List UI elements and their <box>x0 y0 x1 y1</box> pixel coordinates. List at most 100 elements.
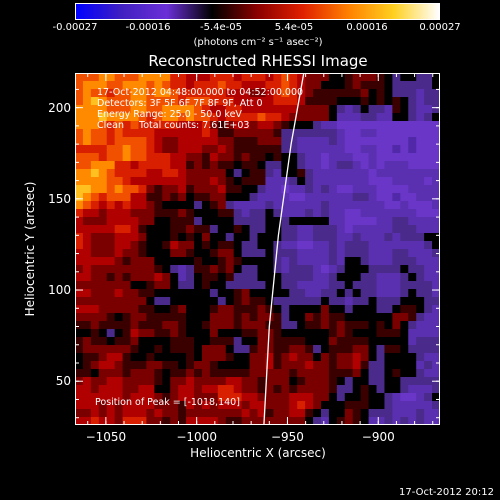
heatmap-cell <box>297 105 306 114</box>
heatmap-cell <box>392 97 401 106</box>
heatmap-cell <box>416 73 425 82</box>
heatmap-cell <box>416 193 425 202</box>
heatmap-cell <box>146 161 155 170</box>
heatmap-cell <box>265 409 274 418</box>
heatmap-cell <box>98 169 108 178</box>
heatmap-cell <box>90 401 100 410</box>
heatmap-cell <box>241 313 251 322</box>
heatmap-cell <box>241 329 251 338</box>
heatmap-cell <box>233 185 243 194</box>
heatmap-cell <box>408 145 417 154</box>
heatmap-cell <box>114 161 124 170</box>
heatmap-cell <box>328 225 338 234</box>
heatmap-cell <box>209 193 219 202</box>
heatmap-cell <box>424 209 433 218</box>
heatmap-cell <box>297 145 306 154</box>
heatmap-cell <box>209 329 219 338</box>
heatmap-cell <box>320 257 330 266</box>
heatmap-cell <box>154 177 163 186</box>
heatmap-cell <box>122 97 132 106</box>
heatmap-cell <box>320 369 330 378</box>
heatmap-cell <box>273 113 282 122</box>
heatmap-cell <box>162 337 171 346</box>
heatmap-cell <box>154 393 163 402</box>
heatmap-cell <box>320 129 330 138</box>
heatmap-cell <box>122 353 132 362</box>
heatmap-cell <box>225 377 235 386</box>
heatmap-cell <box>154 241 163 250</box>
heatmap-cell <box>194 377 203 386</box>
heatmap-cell <box>408 313 417 322</box>
heatmap-cell <box>154 369 163 378</box>
heatmap-cell <box>424 73 433 82</box>
heatmap-cell <box>416 129 425 138</box>
heatmap-cell <box>257 81 267 90</box>
heatmap-cell <box>138 137 148 146</box>
heatmap-cell <box>424 281 433 290</box>
heatmap-cell <box>154 201 163 210</box>
heatmap-cell <box>106 393 116 402</box>
heatmap-cell <box>368 113 378 122</box>
heatmap-cell <box>320 345 330 354</box>
heatmap-cell <box>98 409 108 418</box>
heatmap-cell <box>154 385 163 394</box>
heatmap-cell <box>194 153 203 162</box>
heatmap-cell <box>368 289 378 298</box>
heatmap-cell <box>146 113 155 122</box>
heatmap-cell <box>352 289 362 298</box>
heatmap-cell <box>249 329 259 338</box>
heatmap-cell <box>170 153 179 162</box>
heatmap-cell <box>98 105 108 114</box>
heatmap-cell <box>178 185 187 194</box>
heatmap-cell <box>424 289 433 298</box>
heatmap-cell <box>328 321 338 330</box>
heatmap-cell <box>249 73 259 82</box>
heatmap-cell <box>154 321 163 330</box>
heatmap-cell <box>233 169 243 178</box>
heatmap-cell <box>257 129 267 138</box>
heatmap-cell <box>209 105 219 114</box>
heatmap-cell <box>90 265 100 274</box>
heatmap-cell <box>186 201 195 210</box>
heatmap-cell <box>194 401 203 410</box>
heatmap-cell <box>416 121 425 130</box>
heatmap-cell <box>194 89 203 98</box>
heatmap-cell <box>257 73 267 82</box>
heatmap-cell <box>424 177 433 186</box>
heatmap-cell <box>257 153 267 162</box>
heatmap-cell <box>305 337 314 346</box>
heatmap-cell <box>257 345 267 354</box>
heatmap-cell <box>289 409 298 418</box>
heatmap-cell <box>384 185 393 194</box>
heatmap-cell <box>146 337 155 346</box>
heatmap-cell <box>154 81 163 90</box>
heatmap-cell <box>233 393 243 402</box>
heatmap-cell <box>225 361 235 370</box>
heatmap-cell <box>424 321 433 330</box>
heatmap-cell <box>114 97 124 106</box>
heatmap-cell <box>186 249 195 258</box>
heatmap-cell <box>352 361 362 370</box>
heatmap-cell <box>281 361 290 370</box>
heatmap-cell <box>384 145 393 154</box>
heatmap-cell <box>392 337 401 346</box>
heatmap-cell <box>122 113 132 122</box>
heatmap-cell <box>432 361 440 370</box>
heatmap-cell <box>432 265 440 274</box>
heatmap-cell <box>360 393 370 402</box>
heatmap-cell <box>360 321 370 330</box>
heatmap-cell <box>273 321 282 330</box>
heatmap-cell <box>170 97 179 106</box>
heatmap-cell <box>138 281 148 290</box>
heatmap-cell <box>122 145 132 154</box>
heatmap-cell <box>122 105 132 114</box>
heatmap-cell <box>90 257 100 266</box>
heatmap-cell <box>336 161 346 170</box>
heatmap-cell <box>305 265 314 274</box>
heatmap-cell <box>178 313 187 322</box>
heatmap-cell <box>344 353 354 362</box>
heatmap-cell <box>75 193 84 202</box>
heatmap-cell <box>130 153 140 162</box>
heatmap-cell <box>201 105 211 114</box>
heatmap-cell <box>170 129 179 138</box>
